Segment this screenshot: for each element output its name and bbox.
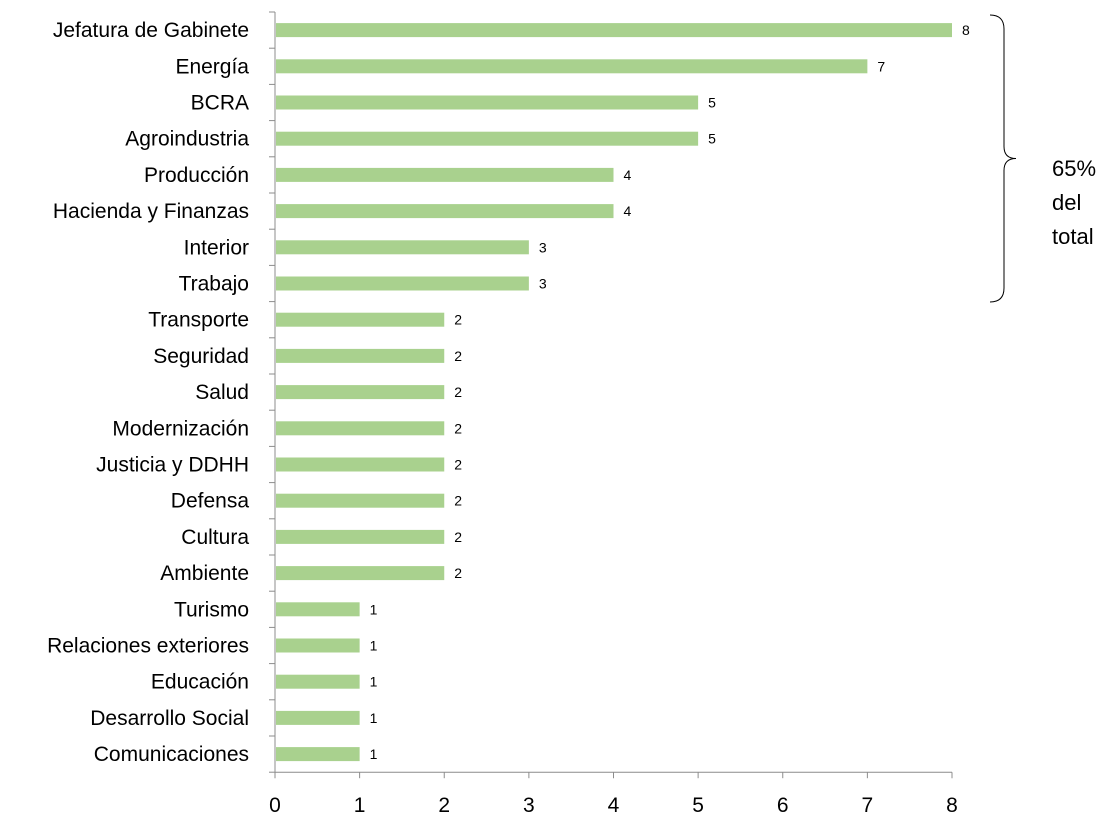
x-tick-label: 7	[862, 794, 874, 817]
category-label: Justicia y DDHH	[96, 454, 249, 477]
data-label: 3	[539, 276, 547, 292]
bar	[276, 23, 952, 38]
bar	[276, 59, 868, 74]
data-label: 2	[454, 565, 462, 581]
bar	[276, 457, 445, 472]
data-labels: 8 7 5 5 4 4 3 3 2 2 2 2 2 2 2 2 1 1 1 1 1	[370, 22, 970, 762]
data-label: 1	[370, 710, 378, 726]
category-label: Transporte	[148, 309, 249, 332]
category-label: Jefatura de Gabinete	[53, 19, 249, 42]
bar	[276, 276, 529, 291]
annotation-line-3: total	[1052, 224, 1094, 249]
category-label: Hacienda y Finanzas	[53, 200, 249, 223]
data-label: 2	[454, 384, 462, 400]
x-tick-label: 2	[438, 794, 450, 817]
x-ticks: 0 1 2 3 4 5 6 7 8	[269, 772, 958, 817]
x-tick-label: 3	[523, 794, 535, 817]
data-label: 2	[454, 348, 462, 364]
data-label: 8	[962, 22, 970, 38]
data-label: 7	[877, 58, 885, 74]
category-label: Educación	[151, 671, 249, 694]
annotation-line-2: del	[1052, 190, 1081, 215]
category-labels: Jefatura de Gabinete Energía BCRA Agroindus…	[47, 19, 249, 766]
data-label: 5	[708, 95, 716, 111]
category-label: Cultura	[181, 526, 249, 549]
category-label: Comunicaciones	[94, 743, 249, 766]
bar	[276, 566, 445, 581]
category-label: Defensa	[171, 490, 250, 513]
category-label: Modernización	[112, 417, 249, 440]
bar	[276, 421, 445, 436]
category-label: Energía	[175, 55, 249, 78]
bar	[276, 240, 529, 255]
category-label: Interior	[184, 236, 249, 259]
data-label: 1	[370, 674, 378, 690]
data-label: 4	[624, 167, 632, 183]
category-label: Agroindustria	[125, 128, 249, 151]
bar	[276, 348, 445, 363]
data-label: 1	[370, 638, 378, 654]
category-label: Producción	[144, 164, 249, 187]
data-label: 1	[370, 601, 378, 617]
data-label: 1	[370, 746, 378, 762]
bar	[276, 95, 699, 110]
category-label: Seguridad	[153, 345, 249, 368]
category-label: Desarrollo Social	[90, 707, 249, 730]
x-tick-label: 8	[946, 794, 958, 817]
x-tick-label: 4	[608, 794, 620, 817]
data-label: 2	[454, 529, 462, 545]
data-label: 2	[454, 493, 462, 509]
category-label: BCRA	[191, 92, 249, 115]
bar	[276, 204, 614, 219]
category-label: Ambiente	[160, 562, 249, 585]
x-tick-label: 6	[777, 794, 789, 817]
bar	[276, 529, 445, 544]
bar	[276, 638, 360, 653]
x-tick-label: 1	[354, 794, 366, 817]
bar	[276, 131, 699, 146]
data-label: 2	[454, 457, 462, 473]
bar	[276, 602, 360, 617]
data-label: 2	[454, 312, 462, 328]
category-label: Trabajo	[179, 273, 249, 296]
annotation-line-1: 65%	[1052, 156, 1096, 181]
x-tick-label: 0	[269, 794, 281, 817]
x-tick-label: 5	[692, 794, 704, 817]
annotation-bracket	[989, 14, 1017, 303]
bar	[276, 312, 445, 327]
bars	[276, 23, 952, 762]
data-label: 2	[454, 420, 462, 436]
bar	[276, 710, 360, 725]
category-label: Turismo	[174, 598, 249, 621]
annotation: 65% del total	[989, 14, 1096, 303]
data-label: 4	[624, 203, 632, 219]
category-label: Relaciones exteriores	[47, 635, 249, 658]
category-label: Salud	[195, 381, 249, 404]
bar	[276, 674, 360, 689]
data-label: 3	[539, 239, 547, 255]
bar	[276, 493, 445, 508]
axes	[269, 11, 952, 773]
bar	[276, 167, 614, 182]
data-label: 5	[708, 131, 716, 147]
bar	[276, 747, 360, 762]
bar	[276, 385, 445, 400]
